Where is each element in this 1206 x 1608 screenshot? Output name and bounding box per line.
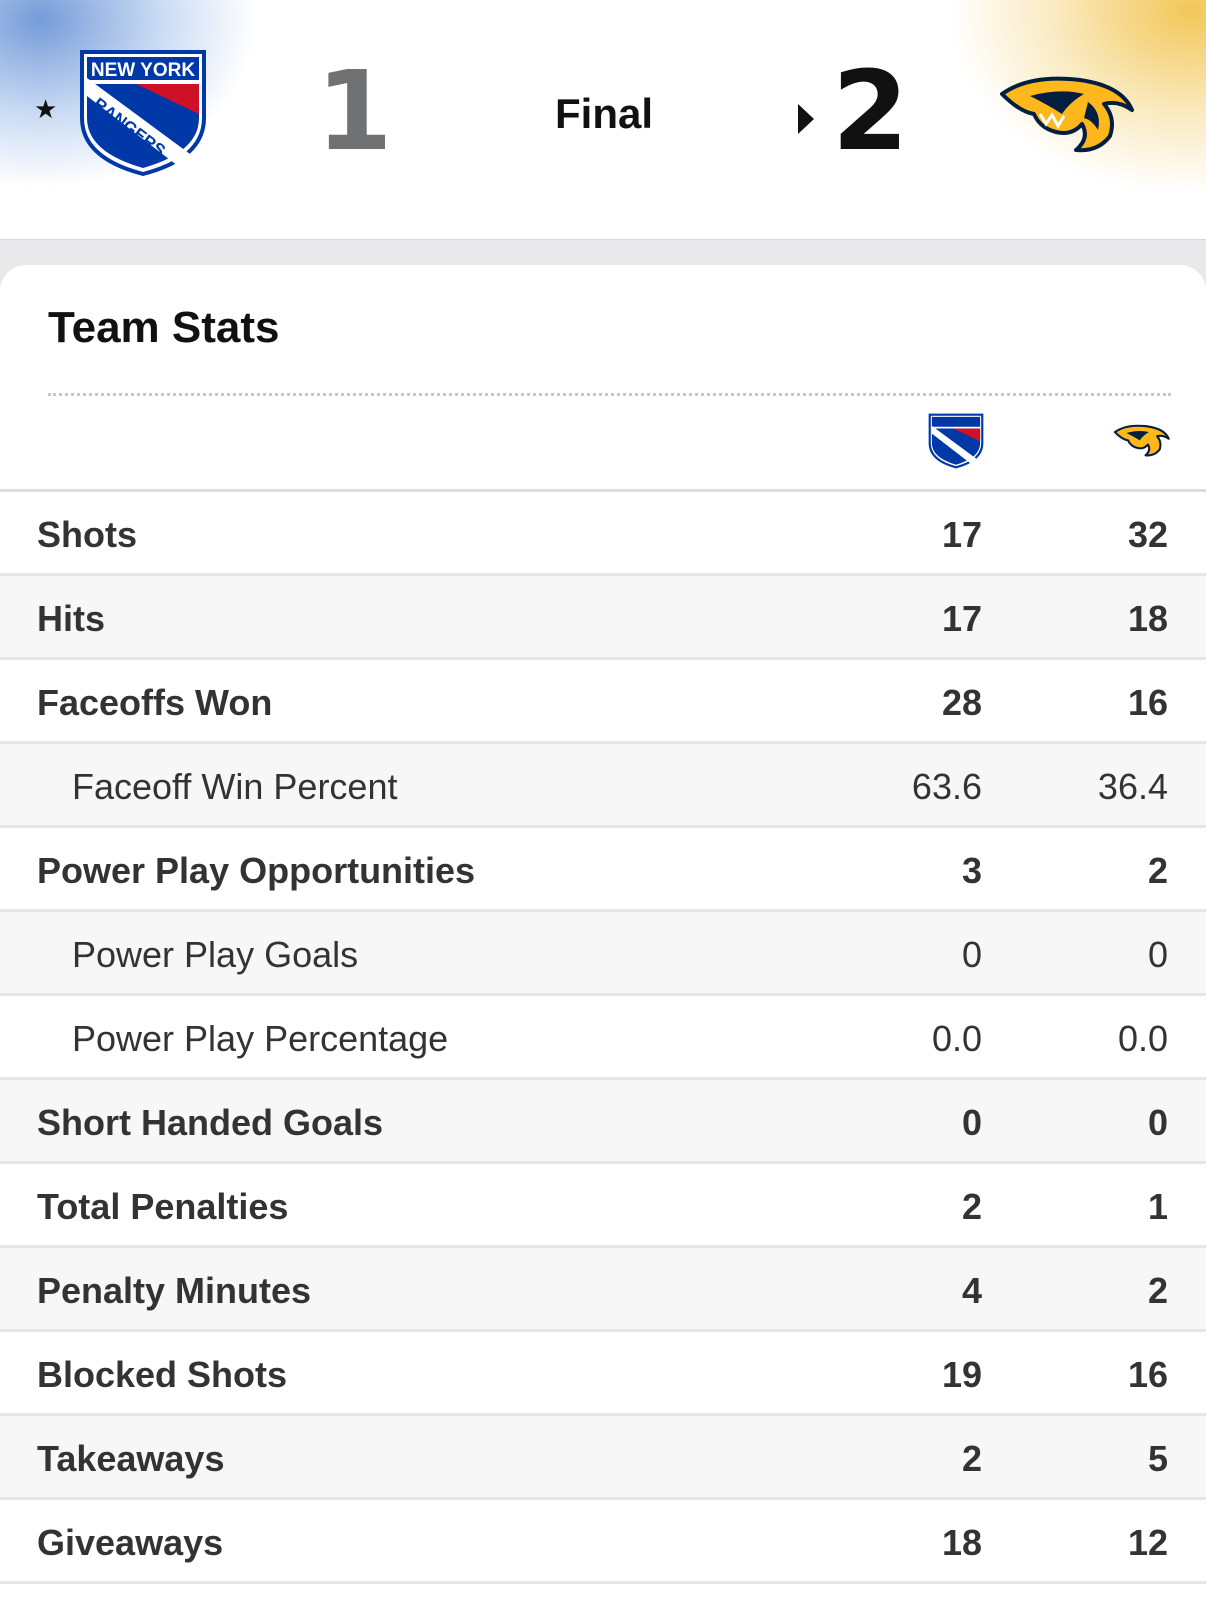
home-stat-value: 0.0 xyxy=(1117,1018,1168,1059)
home-stat-value: 16 xyxy=(1127,682,1168,723)
stat-label: Total Penalties xyxy=(37,1186,289,1227)
away-stat-value: 0 xyxy=(961,1102,982,1143)
away-stat-value: 2 xyxy=(961,1186,982,1227)
away-stat-value: 0.0 xyxy=(931,1018,982,1059)
stat-row: Power Play Opportunities 3 2 xyxy=(0,828,1206,912)
home-stat-value: 2 xyxy=(1147,1270,1168,1311)
team-stats-card: Team Stats Shots 17 32 Hits 17 18 Faceoffs Won… xyxy=(0,265,1206,1608)
home-stat-value: 12 xyxy=(1127,1522,1168,1563)
away-stat-value: 28 xyxy=(941,682,982,723)
away-score: 1 xyxy=(316,47,393,175)
stat-label: Shots xyxy=(37,514,138,555)
stat-label: Faceoff Win Percent xyxy=(72,766,398,807)
stat-row: Giveaways 18 12 xyxy=(0,1500,1206,1584)
team-stats-title: Team Stats xyxy=(48,303,280,352)
stat-row: Power Play Percentage 0.0 0.0 xyxy=(0,996,1206,1080)
header-rule xyxy=(0,489,1206,492)
rangers-column-logo-icon xyxy=(928,413,984,469)
stat-row: Faceoff Win Percent 63.6 36.4 xyxy=(0,744,1206,828)
stat-row: Penalty Minutes 4 2 xyxy=(0,1248,1206,1332)
home-stat-value: 0 xyxy=(1147,934,1168,975)
home-stat-value: 2 xyxy=(1147,850,1168,891)
star-icon[interactable]: ★ xyxy=(34,94,58,124)
stat-row: Hits 17 18 xyxy=(0,576,1206,660)
stat-label: Power Play Percentage xyxy=(72,1018,449,1059)
away-stat-value: 17 xyxy=(941,514,982,555)
away-stat-value: 3 xyxy=(961,850,982,891)
logo-text-top: NEW YORK xyxy=(91,60,195,81)
stat-row: Total Penalties 2 1 xyxy=(0,1164,1206,1248)
home-stat-value: 32 xyxy=(1127,514,1168,555)
stat-label: Giveaways xyxy=(37,1522,224,1563)
winner-arrow-icon xyxy=(798,104,814,134)
home-score: 2 xyxy=(832,47,909,175)
away-stat-value: 17 xyxy=(941,598,982,639)
stat-label: Power Play Opportunities xyxy=(37,850,476,891)
away-stat-value: 63.6 xyxy=(911,766,982,807)
predators-logo-icon[interactable] xyxy=(1000,72,1135,154)
stat-label: Takeaways xyxy=(37,1438,225,1479)
away-stat-value: 18 xyxy=(941,1522,982,1563)
stat-row: Short Handed Goals 0 0 xyxy=(0,1080,1206,1164)
predators-column-logo-icon xyxy=(1114,424,1170,457)
stat-label: Hits xyxy=(37,598,106,639)
stat-label: Faceoffs Won xyxy=(37,682,273,723)
stat-label: Power Play Goals xyxy=(72,934,359,975)
home-stat-value: 16 xyxy=(1127,1354,1168,1395)
stat-label: Blocked Shots xyxy=(37,1354,288,1395)
divider xyxy=(48,393,1171,396)
stat-row: Power Play Goals 0 0 xyxy=(0,912,1206,996)
stat-row: Shots 17 32 xyxy=(0,492,1206,576)
away-stat-value: 2 xyxy=(961,1438,982,1479)
home-stat-value: 18 xyxy=(1127,598,1168,639)
home-stat-value: 1 xyxy=(1147,1186,1168,1227)
away-stat-value: 4 xyxy=(961,1270,982,1311)
rangers-logo-icon[interactable]: NEW YORK RANGERS xyxy=(78,48,208,178)
home-stat-value: 36.4 xyxy=(1097,766,1168,807)
game-status: Final xyxy=(555,90,654,137)
home-stat-value: 0 xyxy=(1147,1102,1168,1143)
stat-label: Penalty Minutes xyxy=(37,1270,312,1311)
away-stat-value: 19 xyxy=(941,1354,982,1395)
home-stat-value: 5 xyxy=(1147,1438,1168,1479)
scoreboard-header: ★ NEW YORK RANGERS 1 Final 2 xyxy=(0,0,1206,240)
stat-label: Short Handed Goals xyxy=(37,1102,384,1143)
stat-row: Takeaways 2 5 xyxy=(0,1416,1206,1500)
stats-table: Shots 17 32 Hits 17 18 Faceoffs Won 28 16 Faceoff… xyxy=(0,492,1206,1584)
stat-row: Blocked Shots 19 16 xyxy=(0,1332,1206,1416)
away-stat-value: 0 xyxy=(961,934,982,975)
stat-row: Faceoffs Won 28 16 xyxy=(0,660,1206,744)
